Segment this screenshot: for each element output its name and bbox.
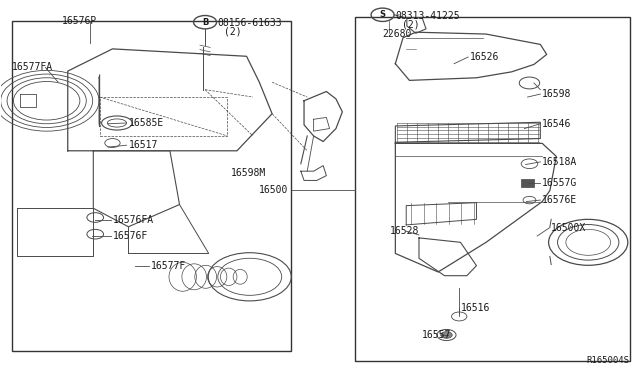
- Text: 16577F: 16577F: [151, 261, 186, 271]
- Text: 16577FA: 16577FA: [12, 62, 53, 73]
- Text: R165004S: R165004S: [587, 356, 630, 365]
- Text: 16576E: 16576E: [542, 195, 577, 205]
- Text: 16526: 16526: [470, 52, 499, 62]
- Text: B: B: [202, 18, 208, 27]
- Text: 16517: 16517: [129, 140, 158, 150]
- Text: 16500X: 16500X: [551, 222, 586, 232]
- Text: 16500: 16500: [259, 186, 288, 195]
- Text: 16598: 16598: [542, 89, 572, 99]
- Text: 16528: 16528: [390, 226, 420, 236]
- Text: (2): (2): [402, 20, 419, 30]
- Text: 16557G: 16557G: [542, 178, 577, 188]
- Text: 16557: 16557: [422, 330, 452, 340]
- Text: 16576P: 16576P: [61, 16, 97, 26]
- Text: 08313-41225: 08313-41225: [396, 11, 460, 21]
- Bar: [521, 179, 534, 187]
- Text: S: S: [380, 10, 385, 19]
- Text: 16518A: 16518A: [542, 157, 577, 167]
- Text: 16546: 16546: [542, 119, 572, 129]
- Text: 16585E: 16585E: [129, 118, 164, 128]
- Text: (2): (2): [224, 26, 242, 36]
- Text: 16576F: 16576F: [113, 231, 148, 241]
- Bar: [12, 21, 291, 351]
- Circle shape: [441, 332, 452, 338]
- Text: 16516: 16516: [461, 302, 490, 312]
- Bar: [355, 17, 630, 361]
- Text: 16576FA: 16576FA: [113, 215, 154, 225]
- Text: 16598M: 16598M: [230, 168, 266, 178]
- Text: 08156-61633: 08156-61633: [218, 18, 282, 28]
- Text: 22680: 22680: [383, 29, 412, 39]
